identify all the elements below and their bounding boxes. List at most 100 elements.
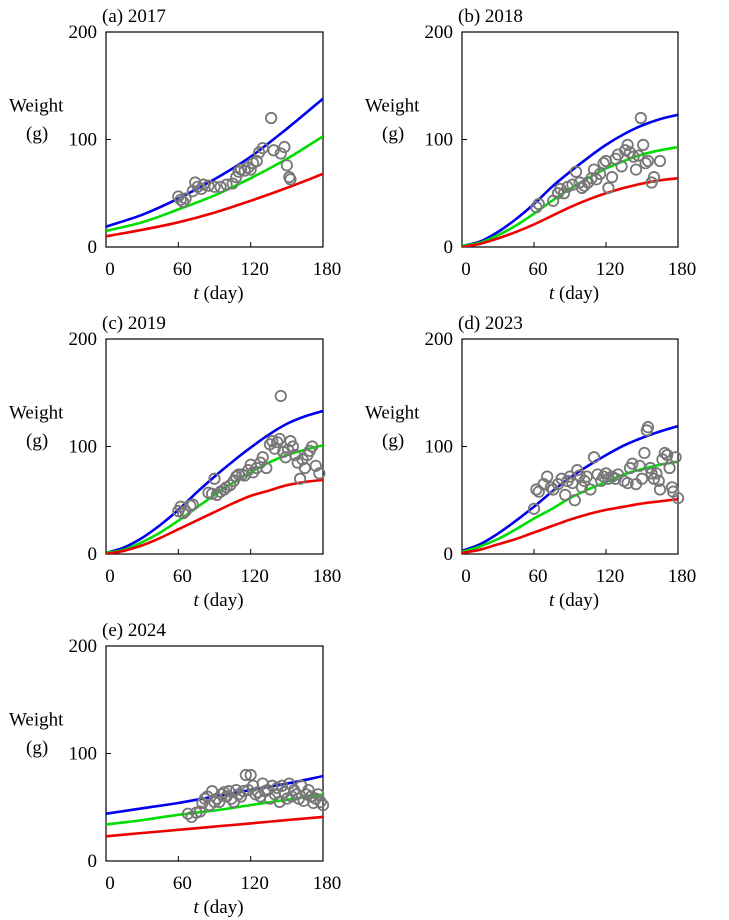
- data-point: [599, 154, 613, 168]
- x-tick-label: 0: [105, 259, 115, 280]
- y-axis-unit-label: (g): [382, 124, 404, 145]
- x-axis-label-var: t: [193, 590, 199, 611]
- data-point: [280, 159, 293, 172]
- x-tick-label: 120: [240, 259, 269, 280]
- data-point: [641, 154, 655, 168]
- data-point: [313, 467, 326, 480]
- data-point: [181, 807, 195, 820]
- data-point: [271, 436, 284, 449]
- data-point: [232, 165, 245, 178]
- data-point: [557, 187, 571, 200]
- data-point: [274, 147, 287, 160]
- curve-lower: [106, 172, 323, 238]
- data-point: [237, 785, 250, 798]
- y-axis-unit-label: (g): [26, 738, 48, 759]
- curve-middle: [462, 145, 678, 247]
- data-point: [230, 470, 243, 483]
- data-point: [205, 487, 219, 500]
- data-point: [671, 491, 685, 505]
- data-point: [638, 446, 651, 460]
- y-axis-label: Weight: [9, 710, 64, 731]
- data-point: [226, 177, 239, 190]
- x-axis-label-unit: (day): [554, 283, 599, 304]
- y-axis-label: Weight: [365, 403, 420, 424]
- data-point: [629, 163, 643, 176]
- data-point: [202, 179, 215, 192]
- y-tick-label: 0: [88, 237, 98, 258]
- data-point: [273, 432, 286, 446]
- data-point: [532, 197, 545, 211]
- y-tick-label: 200: [69, 22, 98, 43]
- x-axis-label: t (day): [549, 590, 599, 611]
- data-point: [663, 461, 676, 475]
- data-point: [260, 461, 273, 475]
- curve-lower: [106, 478, 323, 554]
- y-tick-label: 200: [69, 636, 98, 657]
- data-point: [527, 502, 541, 515]
- data-point: [634, 111, 647, 125]
- data-point: [244, 163, 257, 176]
- x-tick-label: 180: [668, 566, 697, 587]
- x-tick-label: 60: [173, 566, 192, 587]
- y-tick-label: 200: [425, 329, 454, 350]
- curve-lower: [462, 176, 678, 247]
- y-tick-label: 100: [425, 437, 454, 458]
- data-point: [615, 160, 628, 173]
- y-tick-label: 100: [425, 130, 454, 151]
- x-axis-label: t (day): [193, 283, 243, 304]
- data-point: [652, 474, 665, 487]
- data-point: [275, 779, 289, 792]
- chart-panel-5: (e) 2024 0 100 200 0 60 120 180 Weight (g) t (day): [9, 620, 341, 918]
- x-tick-label: 120: [596, 566, 625, 587]
- data-point: [214, 180, 227, 193]
- data-point: [177, 507, 190, 520]
- chart-panel-3: (c) 2019 0 100 200 0 60 120 180 Weight (g) t (day): [9, 313, 341, 611]
- plot-frame: [461, 338, 679, 555]
- data-point: [316, 798, 330, 812]
- y-tick-label: 200: [425, 22, 454, 43]
- chart-title: (b) 2018: [458, 6, 523, 27]
- x-tick-label: 60: [173, 259, 192, 280]
- data-point: [309, 459, 322, 472]
- data-point: [591, 468, 604, 481]
- data-point: [239, 768, 252, 782]
- x-tick-label: 0: [461, 566, 471, 587]
- data-point: [587, 451, 601, 464]
- data-point: [635, 472, 649, 485]
- x-axis-label: t (day): [549, 283, 599, 304]
- data-point: [621, 476, 634, 490]
- y-axis-label: Weight: [365, 96, 420, 117]
- x-axis-label: t (day): [193, 897, 243, 918]
- y-axis-label: Weight: [9, 403, 64, 424]
- x-axis-label-unit: (day): [199, 283, 244, 304]
- data-point: [256, 451, 269, 464]
- data-point: [186, 498, 199, 511]
- x-axis-label-var: t: [549, 283, 555, 304]
- data-point: [177, 195, 190, 208]
- y-axis-label: Weight: [9, 96, 64, 117]
- x-axis-label-var: t: [549, 590, 555, 611]
- data-point: [653, 483, 667, 496]
- data-point: [265, 111, 278, 125]
- data-point: [220, 178, 233, 191]
- x-tick-label: 0: [461, 259, 471, 280]
- plot-frame: [105, 645, 324, 862]
- chart-title: (d) 2023: [458, 313, 523, 334]
- data-point: [658, 446, 671, 460]
- data-point: [541, 470, 554, 483]
- data-point: [597, 157, 610, 170]
- data-point: [193, 805, 207, 818]
- data-point: [647, 171, 661, 184]
- data-point: [238, 164, 251, 177]
- x-tick-label: 120: [240, 566, 269, 587]
- data-point: [227, 795, 240, 808]
- data-point: [568, 494, 581, 507]
- y-tick-label: 0: [88, 544, 98, 565]
- x-axis-label-unit: (day): [199, 590, 244, 611]
- y-axis-unit-label: (g): [26, 431, 48, 452]
- data-point: [605, 171, 619, 184]
- data-point: [637, 138, 650, 151]
- chart-title: (c) 2019: [102, 313, 166, 334]
- data-point: [250, 154, 263, 168]
- data-point: [611, 468, 625, 481]
